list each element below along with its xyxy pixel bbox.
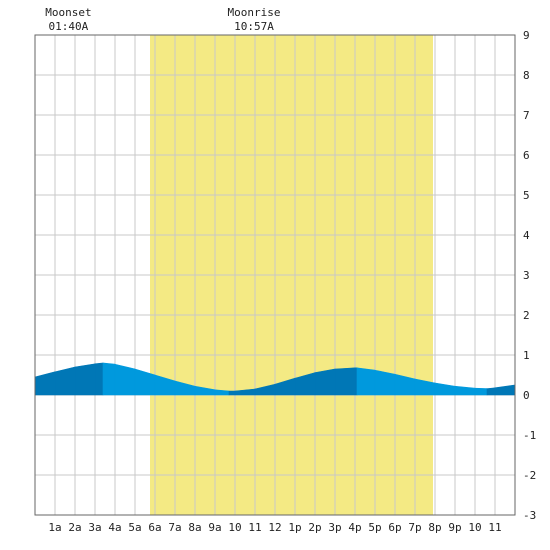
x-tick-label: 12 xyxy=(268,521,281,534)
x-tick-label: 9p xyxy=(448,521,461,534)
x-tick-label: 2a xyxy=(68,521,81,534)
tide-area-segment xyxy=(486,387,496,396)
tide-area-segment xyxy=(54,366,76,396)
tide-area-segment xyxy=(228,390,236,396)
moon-event-time: 10:57A xyxy=(234,20,274,33)
y-tick-label: -2 xyxy=(523,469,536,482)
y-tick-label: 2 xyxy=(523,309,530,322)
moon-event-label: Moonrise xyxy=(228,6,281,19)
x-tick-label: 10 xyxy=(468,521,481,534)
x-tick-label: 7p xyxy=(408,521,421,534)
y-tick-label: -1 xyxy=(523,429,536,442)
y-tick-label: 6 xyxy=(523,149,530,162)
tide-area-segment xyxy=(34,371,56,396)
tide-area-segment xyxy=(334,367,356,396)
tide-area-segment xyxy=(494,384,516,396)
x-tick-label: 6p xyxy=(388,521,401,534)
y-tick-label: 9 xyxy=(523,29,530,42)
tide-area-segment xyxy=(474,387,488,396)
tide-area-segment xyxy=(94,362,104,396)
tide-area-segment xyxy=(314,368,336,396)
x-tick-label: 3p xyxy=(328,521,341,534)
x-tick-label: 7a xyxy=(168,521,181,534)
tide-area-segment xyxy=(374,369,396,396)
x-tick-label: 4a xyxy=(108,521,121,534)
y-tick-label: 0 xyxy=(523,389,530,402)
y-tick-label: -3 xyxy=(523,509,536,522)
tide-area-segment xyxy=(102,362,116,396)
x-tick-label: 4p xyxy=(348,521,361,534)
tide-area-segment xyxy=(74,363,96,396)
x-tick-label: 5a xyxy=(128,521,141,534)
x-tick-label: 9a xyxy=(208,521,221,534)
y-tick-label: 4 xyxy=(523,229,530,242)
tide-area-segment xyxy=(454,385,476,396)
y-tick-label: 8 xyxy=(523,69,530,82)
x-tick-label: 1a xyxy=(48,521,61,534)
x-tick-label: 3a xyxy=(88,521,101,534)
tide-area-segment xyxy=(214,389,230,396)
x-tick-label: 5p xyxy=(368,521,381,534)
y-tick-label: 5 xyxy=(523,189,530,202)
x-tick-label: 6a xyxy=(148,521,161,534)
x-tick-label: 10 xyxy=(228,521,241,534)
tide-area-segment xyxy=(114,363,136,396)
x-tick-label: 1p xyxy=(288,521,301,534)
y-tick-label: 3 xyxy=(523,269,530,282)
tide-area-segment xyxy=(434,382,456,396)
y-tick-label: 1 xyxy=(523,349,530,362)
tide-area-segment xyxy=(356,367,376,396)
plot-frame xyxy=(34,34,516,516)
x-tick-label: 2p xyxy=(308,521,321,534)
y-tick-label: 7 xyxy=(523,109,530,122)
x-tick-label: 11 xyxy=(488,521,501,534)
moon-event-label: Moonset xyxy=(45,6,91,19)
x-tick-label: 11 xyxy=(248,521,261,534)
moon-event-time: 01:40A xyxy=(49,20,89,33)
x-tick-label: 8a xyxy=(188,521,201,534)
x-tick-label: 8p xyxy=(428,521,441,534)
